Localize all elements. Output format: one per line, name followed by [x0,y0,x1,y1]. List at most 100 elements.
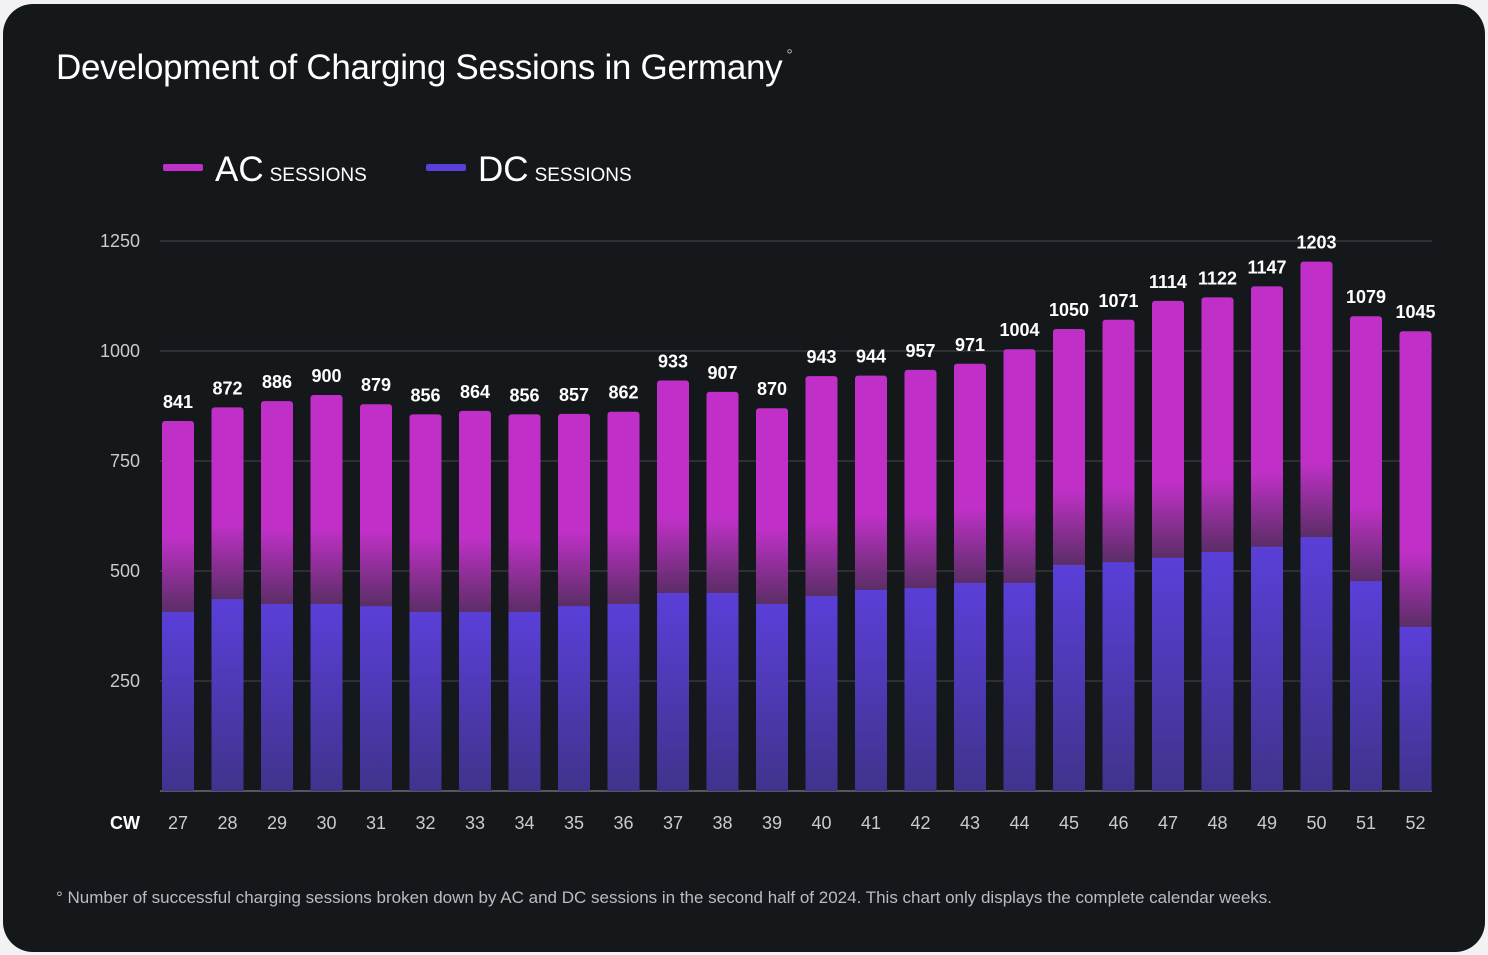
x-tick-label: 37 [663,813,683,833]
chart-title: Development of Charging Sessions in Germ… [56,47,793,88]
total-label: 856 [509,385,539,405]
x-tick-label: 29 [267,813,287,833]
x-tick-label: 48 [1207,813,1227,833]
bar-ac [360,404,392,609]
x-tick-label: 28 [217,813,237,833]
bar-dc [1003,582,1036,791]
x-tick-label: 34 [514,813,534,833]
bar-dc [162,611,194,791]
total-label: 864 [460,382,490,402]
footnote: ° Number of successful charging sessions… [56,888,1273,907]
bar-dc [1350,581,1382,791]
footnote-marker: ° [786,47,793,65]
total-label: 862 [608,383,638,403]
bar-ac [756,408,788,606]
total-label: 971 [955,335,985,355]
x-tick-label: 45 [1059,813,1079,833]
total-label: 907 [707,363,737,383]
bar-ac [1053,329,1085,567]
bar-ac [459,410,491,614]
bar-ac [310,395,343,606]
bar-dc [409,611,442,791]
legend-dc-suffix: SESSIONS [534,165,632,186]
total-label: 870 [757,379,787,399]
bar-dc [261,604,293,791]
bar-dc [558,606,590,791]
total-label: 1071 [1098,291,1138,311]
total-label: 857 [559,385,589,405]
legend-ac-label: AC [215,150,264,189]
bar-dc [1300,537,1333,791]
legend-ac-suffix: SESSIONS [269,165,367,186]
total-label: 900 [311,366,341,386]
x-tick-label: 30 [316,813,336,833]
x-tick-label: 50 [1306,813,1326,833]
stacked-bar-chart: 250 500 750 1000 1250 CW 841 27 872 28 886 29 900 30 8… [100,231,1436,833]
dc-swatch [426,164,466,171]
bar-ac [657,380,689,595]
bar-dc [459,611,491,791]
x-tick-label: 27 [168,813,188,833]
bar-ac [1300,261,1333,540]
x-tick-label: 44 [1009,813,1029,833]
total-label: 944 [856,347,886,367]
bar-ac [954,363,986,585]
bar-ac [805,376,838,599]
bar-dc [756,604,788,791]
bar-ac [261,401,293,606]
bar-dc [1053,564,1085,791]
chart-title-text: Development of Charging Sessions in Germ… [56,48,783,87]
bar-dc [1152,557,1184,791]
total-label: 1079 [1346,287,1386,307]
bar-dc [954,582,986,791]
x-tick-label: 33 [465,813,485,833]
total-label: 933 [658,351,688,371]
chart-card: Development of Charging Sessions in Germ… [3,4,1485,952]
bar-ac [1350,316,1382,584]
ac-swatch [163,164,203,171]
bar-ac [855,375,887,592]
total-label: 879 [361,375,391,395]
bar-ac [1201,297,1234,555]
x-tick-label: 32 [415,813,435,833]
total-label: 1114 [1149,272,1187,292]
x-tick-label: 46 [1108,813,1128,833]
total-label: 1045 [1395,302,1435,322]
bar-dc [211,599,244,791]
bar-dc [1102,562,1135,791]
y-tick-label: 500 [110,561,140,581]
x-tick-label: 42 [910,813,930,833]
total-label: 1147 [1247,257,1286,277]
x-tick-label: 31 [366,813,386,833]
y-tick-label: 1250 [100,231,140,251]
bar-dc [1251,546,1283,791]
total-label: 856 [410,385,440,405]
total-label: 1050 [1049,300,1089,320]
x-tick-label: 51 [1356,813,1376,833]
bar-ac [1152,300,1184,560]
bar-ac [607,411,640,606]
bar-dc [360,606,392,791]
bar-dc [904,588,937,791]
bar-ac [904,369,937,591]
bar-dc [805,596,838,791]
bar-dc [310,604,343,791]
x-axis-label: CW [110,813,140,833]
x-tick-label: 47 [1158,813,1178,833]
x-tick-label: 41 [861,813,881,833]
bar-ac [211,407,244,602]
bar-dc [1399,626,1432,791]
bar-ac [409,414,442,614]
bar-ac [1251,286,1283,549]
legend-dc-label: DC [478,150,529,189]
x-tick-label: 36 [613,813,633,833]
bar-dc [1201,552,1234,791]
x-tick-label: 40 [811,813,831,833]
total-label: 872 [212,378,242,398]
x-tick-label: 38 [712,813,732,833]
bar-ac [706,391,739,595]
total-label: 943 [806,347,836,367]
bar-dc [657,593,689,791]
x-tick-label: 35 [564,813,584,833]
total-label: 886 [262,372,292,392]
